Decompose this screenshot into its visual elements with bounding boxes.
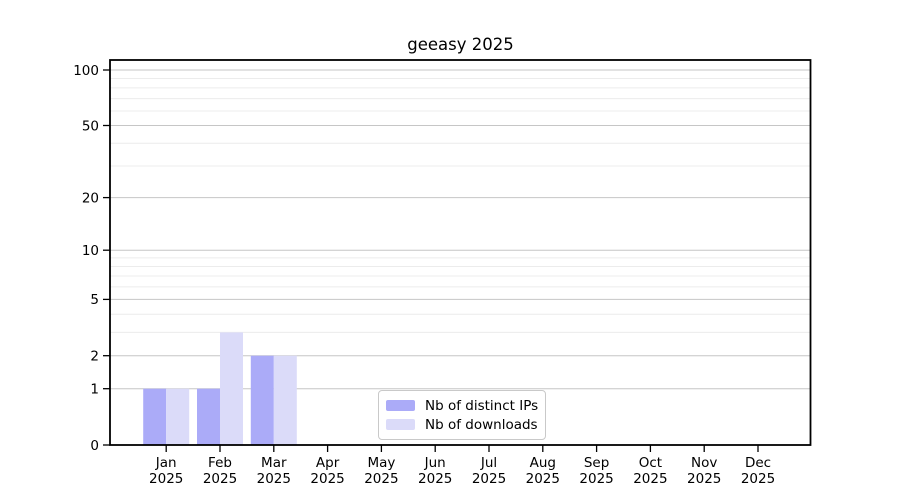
y-tick-label-50: 50 [82,118,99,134]
x-tick-label-month-sep: Sep [584,455,609,471]
legend-label-downloads: Nb of downloads [425,416,538,433]
bar-distinct-ips-feb [197,388,220,445]
x-tick-label-month-jan: Jan [155,455,177,471]
y-tick-label-100: 100 [73,63,99,79]
legend-item-downloads: Nb of downloads [386,416,538,433]
x-tick-label-month-dec: Dec [745,455,771,471]
y-tick-label-2: 2 [90,349,99,365]
x-tick-label-year-dec: 2025 [741,471,775,487]
x-tick-label-year-mar: 2025 [257,471,291,487]
x-tick-label-year-jun: 2025 [418,471,452,487]
bar-distinct-ips-jan [143,388,167,445]
x-tick-label-month-nov: Nov [691,455,717,471]
x-tick-label-year-oct: 2025 [633,471,667,487]
y-tick-label-10: 10 [82,243,99,259]
x-tick-label-year-jan: 2025 [149,471,183,487]
x-tick-label-month-jul: Jul [480,455,497,471]
bar-downloads-jan [166,388,190,445]
y-tick-label-5: 5 [90,292,99,308]
x-tick-label-month-aug: Aug [530,455,556,471]
x-tick-label-year-nov: 2025 [687,471,721,487]
x-tick-label-year-sep: 2025 [579,471,613,487]
x-tick-label-month-may: May [367,455,395,471]
bar-downloads-mar [273,355,297,445]
x-tick-label-year-aug: 2025 [526,471,560,487]
legend-swatch-distinct-ips [386,400,415,411]
x-tick-label-month-apr: Apr [316,455,340,471]
bar-distinct-ips-mar [250,355,274,445]
plot-frame [109,59,812,446]
x-tick-label-month-feb: Feb [208,455,232,471]
x-tick-label-year-jul: 2025 [472,471,506,487]
x-tick-label-month-jun: Jun [424,455,446,471]
bar-downloads-feb [220,332,243,445]
y-tick-label-1: 1 [90,382,99,398]
chart-title: geeasy 2025 [407,35,514,54]
legend-item-distinct-ips: Nb of distinct IPs [386,397,538,414]
y-tick-label-0: 0 [90,438,99,454]
x-tick-label-year-feb: 2025 [203,471,237,487]
x-tick-label-year-apr: 2025 [310,471,344,487]
legend-label-distinct-ips: Nb of distinct IPs [425,397,539,414]
legend: Nb of distinct IPs Nb of downloads [378,390,547,440]
x-tick-label-month-oct: Oct [639,455,662,471]
legend-swatch-downloads [386,419,415,430]
y-tick-label-20: 20 [82,190,99,206]
x-tick-label-month-mar: Mar [261,455,287,471]
x-tick-label-year-may: 2025 [364,471,398,487]
